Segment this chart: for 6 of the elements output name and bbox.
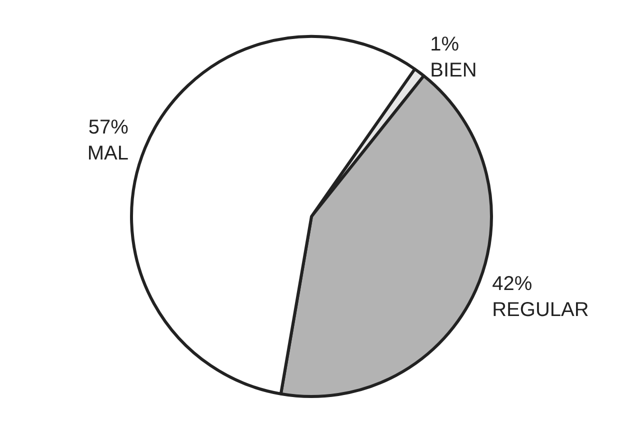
slice-label: BIEN (430, 59, 477, 82)
slice-label: REGULAR (492, 299, 589, 322)
slice-label: MAL (87, 142, 128, 165)
data-label: 42% (492, 273, 532, 296)
data-label: 57% (88, 116, 129, 139)
data-label: 1% (430, 33, 460, 56)
